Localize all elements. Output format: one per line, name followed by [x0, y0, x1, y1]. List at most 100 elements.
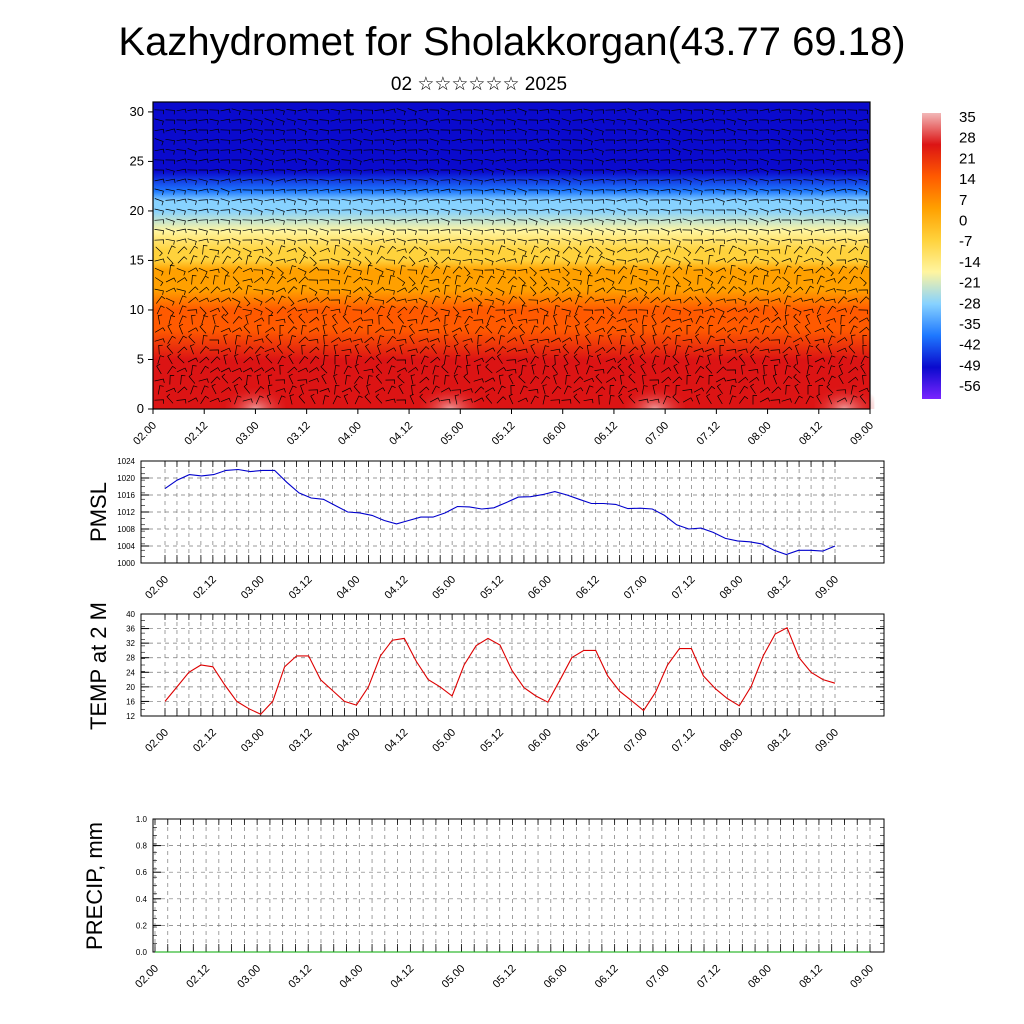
wind-barb [575, 305, 583, 315]
wind-barb [385, 159, 395, 165]
wind-barb [253, 189, 263, 195]
wind-barb [440, 108, 450, 116]
wind-barb [165, 178, 176, 184]
wind-barb [675, 335, 681, 345]
wind-barb [187, 229, 197, 235]
wind-barb [253, 109, 263, 114]
wind-barb [451, 229, 461, 234]
wind-barb [748, 228, 758, 235]
wind-barb [531, 364, 536, 375]
wind-barb [586, 344, 592, 355]
wind-barb [221, 373, 229, 384]
wind-barb [726, 349, 737, 354]
wind-barb [156, 295, 166, 304]
wind-barb [682, 198, 692, 206]
wind-barb [594, 298, 605, 303]
wind-barb [749, 336, 760, 344]
wind-barb [781, 149, 791, 155]
wind-barb [528, 119, 538, 125]
wind-barb [695, 365, 705, 374]
wind-barb [341, 387, 353, 393]
wind-barb [242, 118, 252, 125]
wind-barb [454, 394, 460, 405]
wind-barb [188, 286, 199, 294]
wind-barb [429, 118, 440, 123]
wind-barb [473, 149, 483, 154]
wind-barb [332, 395, 341, 405]
wind-barb [517, 108, 527, 116]
wind-barb [308, 189, 319, 194]
wind-barb [695, 375, 704, 385]
wind-barb [606, 377, 617, 383]
wind-barb [495, 219, 506, 224]
wind-barb [396, 198, 406, 206]
wind-barb [650, 346, 661, 354]
wind-barb [353, 246, 361, 257]
wind-barb [254, 386, 265, 394]
wind-barb [462, 297, 474, 303]
wind-barb [595, 386, 606, 394]
wind-barb [794, 395, 803, 405]
x-tick-label: 08.12 [797, 963, 825, 991]
wind-barb [333, 344, 339, 355]
wind-barb [334, 355, 339, 365]
wind-barb [473, 378, 484, 383]
wind-barb [639, 296, 650, 304]
colorbar-label: -49 [959, 357, 981, 374]
wind-barb [693, 158, 704, 164]
wind-barb [398, 255, 408, 264]
wind-barb [605, 277, 615, 286]
wind-barb [630, 265, 638, 275]
y-tick-label: 36 [126, 625, 135, 634]
wind-barb [807, 354, 812, 365]
wind-barb [572, 108, 583, 114]
wind-barb [275, 208, 285, 216]
wind-barb [309, 256, 317, 267]
wind-barb [737, 159, 747, 165]
wind-barb [253, 198, 263, 205]
wind-barb [432, 375, 439, 385]
precip-panel: 0.00.20.40.60.81.002.00 02.12 03.00 03.12 04… [82, 815, 885, 991]
wind-barb [825, 278, 836, 283]
wind-barb [308, 279, 318, 285]
wind-barb [694, 296, 702, 307]
wind-barb [374, 109, 385, 114]
wind-barb [671, 327, 683, 333]
wind-barb [762, 275, 769, 285]
wind-barb [265, 367, 276, 373]
colorbar-label: -7 [959, 233, 972, 250]
wind-barb [638, 229, 649, 234]
wind-barb [528, 308, 539, 313]
wind-barb [639, 287, 648, 297]
wind-barb [297, 149, 307, 155]
wind-barb [506, 159, 517, 164]
wind-barb [188, 333, 196, 344]
wind-barb [286, 198, 296, 206]
wind-barb [682, 229, 692, 235]
wind-barb [539, 199, 550, 204]
wind-barb [671, 138, 681, 146]
wind-barb [584, 316, 595, 324]
wind-barb [738, 286, 746, 297]
wind-barb [708, 375, 714, 385]
wind-barb [573, 376, 584, 384]
wind-barb [770, 149, 781, 154]
wind-barb [364, 306, 375, 314]
wind-barb [858, 317, 870, 323]
wind-barb [209, 229, 219, 235]
wind-barb [682, 338, 693, 344]
wind-barb [367, 265, 373, 275]
wind-barb [154, 219, 165, 224]
wind-barb [826, 246, 837, 254]
wind-barb [596, 353, 602, 365]
wind-barb [352, 158, 362, 166]
wind-barb [781, 138, 791, 146]
wind-barb [616, 328, 627, 334]
wind-barb [792, 239, 802, 245]
wind-barb [451, 238, 462, 244]
wind-barb [594, 278, 605, 283]
wind-barb [363, 109, 373, 115]
wind-barb [495, 189, 505, 195]
wind-barb [484, 208, 494, 216]
wind-barb [165, 168, 175, 176]
